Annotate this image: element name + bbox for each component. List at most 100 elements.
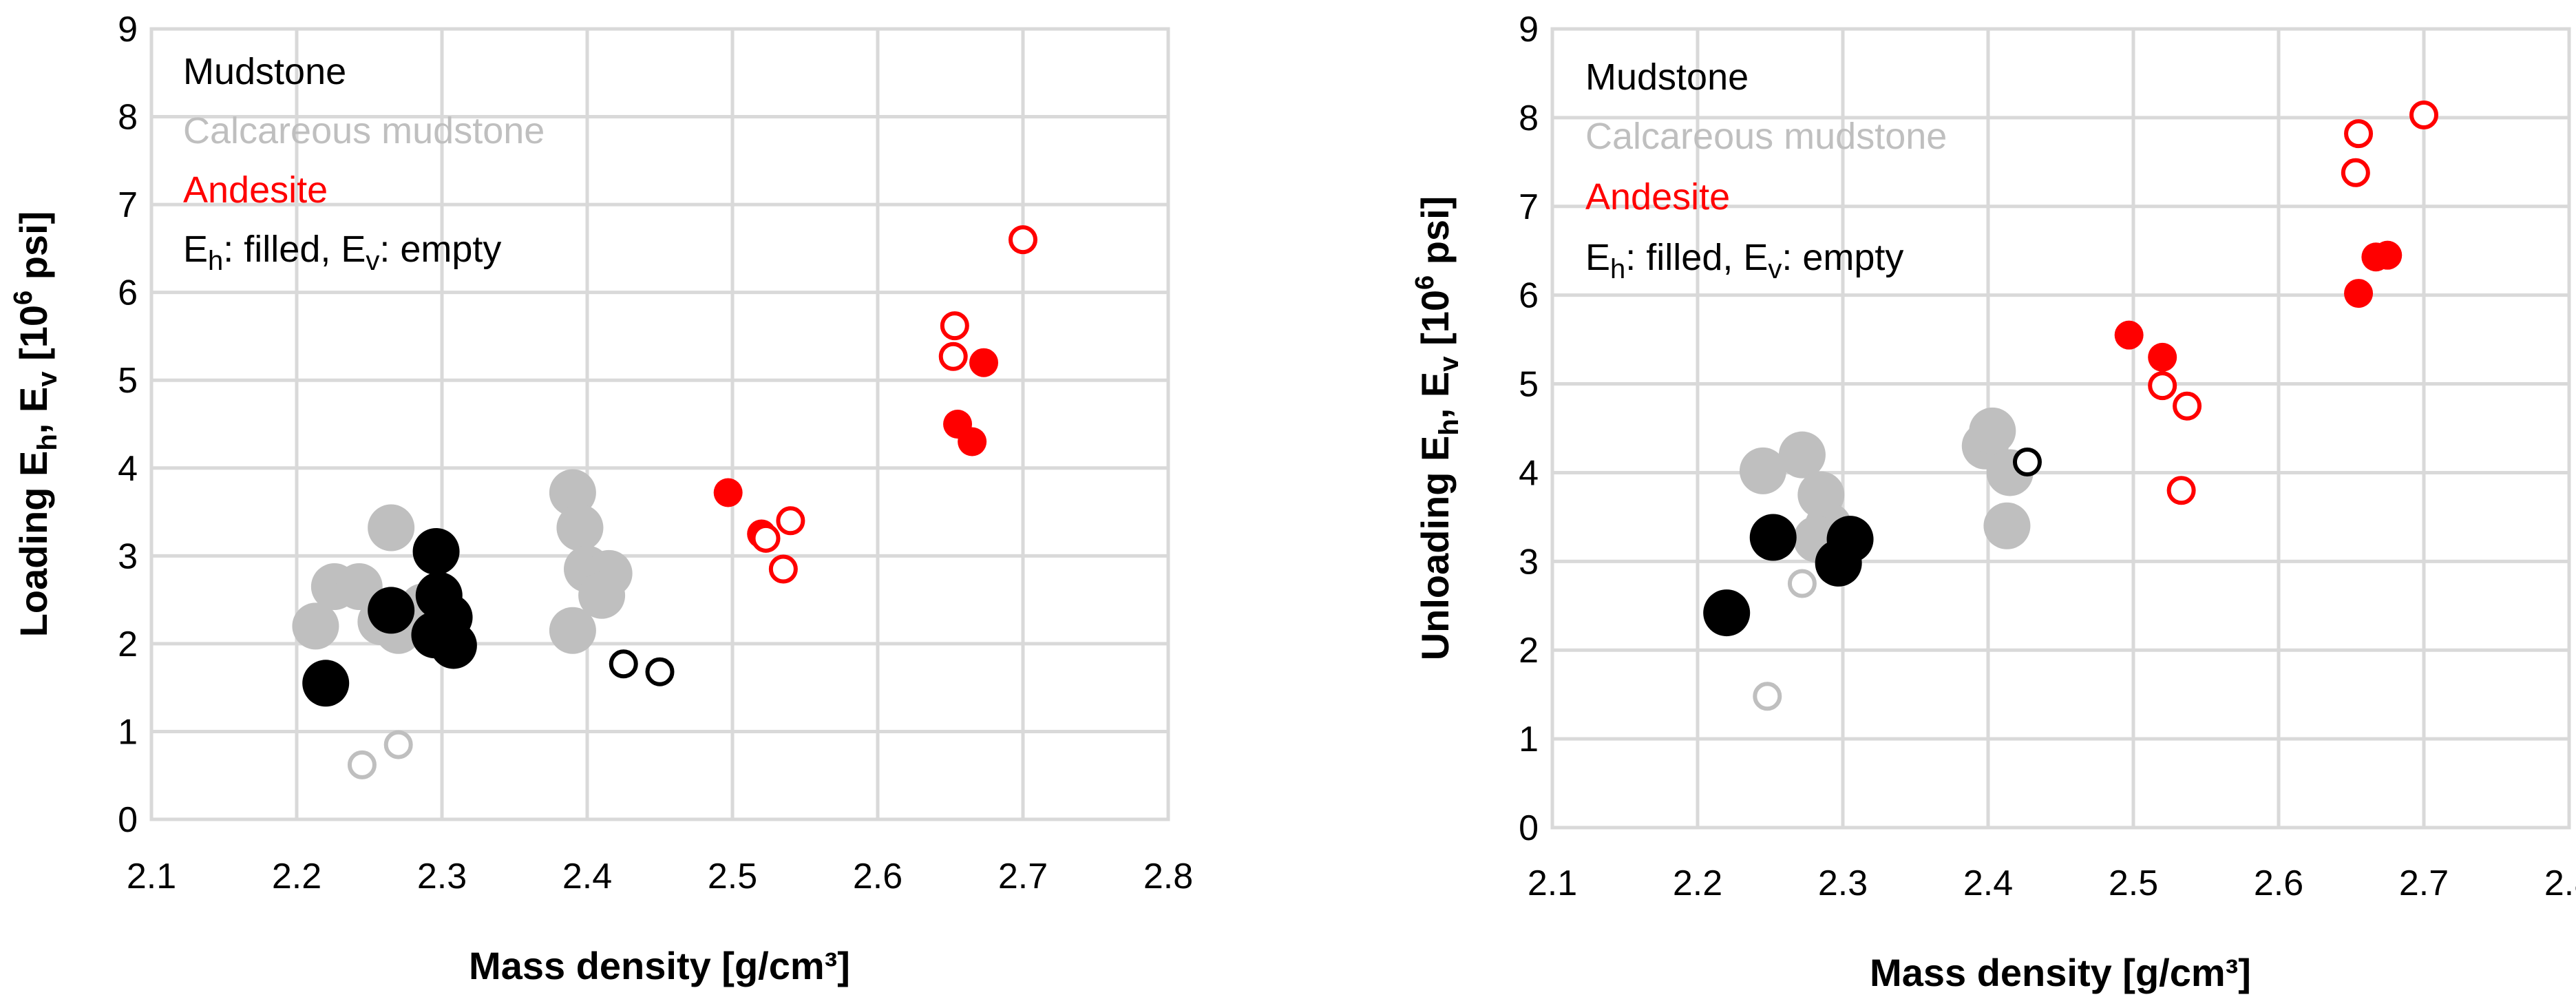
- right-data-points: [1703, 101, 2438, 711]
- left-data-points: [292, 225, 1037, 779]
- right-point-calcareous-mudstone-e-h: [1778, 431, 1826, 479]
- right-y-tick-label: 2: [1519, 631, 1539, 671]
- left-point-mudstone-e-v: [645, 657, 675, 686]
- right-y-tick-label: 6: [1519, 276, 1539, 316]
- right-point-mudstone-e-h: [1815, 539, 1862, 587]
- left-y-tick-label: 3: [118, 536, 138, 576]
- right-y-tick-label: 1: [1519, 720, 1539, 759]
- left-point-mudstone-e-h: [302, 660, 350, 707]
- left-y-tick-label: 5: [118, 361, 138, 401]
- left-point-mudstone-e-h: [412, 527, 460, 575]
- left-x-tick-label: 2.4: [562, 857, 612, 896]
- right-legend-calcareous-mudstone: Calcareous mudstone: [1585, 116, 1947, 157]
- left-point-calcareous-mudstone-e-h: [549, 469, 596, 516]
- left-legend: Mudstone Calcareous mudstone Andesite Eh…: [183, 51, 545, 276]
- right-point-calcareous-mudstone-e-h: [1739, 447, 1786, 494]
- right-x-ticks: 2.1 2.2 2.3 2.4 2.5 2.6 2.7 2.8: [1528, 863, 2576, 903]
- left-y-axis-label: Loading Eh, Ev [106 psi]: [9, 211, 63, 638]
- left-point-calcareous-mudstone-e-h: [549, 607, 596, 654]
- left-point-calcareous-mudstone-e-h: [578, 571, 626, 619]
- right-point-andesite-e-v: [2166, 476, 2196, 505]
- right-legend: Mudstone Calcareous mudstone Andesite Eh…: [1585, 56, 1947, 284]
- right-y-axis-label: Unloading Eh, Ev [106 psi]: [1411, 196, 1464, 661]
- left-x-tick-label: 2.7: [998, 857, 1048, 896]
- right-y-tick-label: 7: [1519, 187, 1539, 227]
- right-point-calcareous-mudstone-e-v: [1787, 569, 1817, 598]
- left-legend-mudstone: Mudstone: [183, 51, 346, 92]
- left-x-ticks: 2.1 2.2 2.3 2.4 2.5 2.6 2.7 2.8: [127, 857, 1193, 896]
- left-point-andesite-e-v: [768, 554, 798, 584]
- left-y-tick-label: 4: [118, 449, 138, 489]
- left-y-tick-label: 2: [118, 624, 138, 664]
- right-y-tick-label: 4: [1519, 453, 1539, 493]
- right-y-tick-label: 8: [1519, 98, 1539, 138]
- left-y-ticks: 0 1 2 3 4 5 6 7 8 9: [118, 10, 138, 840]
- left-y-tick-label: 0: [118, 800, 138, 840]
- right-point-mudstone-e-v: [2012, 447, 2042, 476]
- right-x-tick-label: 2.5: [2109, 863, 2158, 903]
- left-x-tick-label: 2.1: [127, 857, 176, 896]
- left-y-tick-label: 9: [118, 10, 138, 50]
- right-x-axis-label: Mass density [g/cm³]: [1870, 951, 2251, 994]
- right-legend-andesite: Andesite: [1585, 176, 1730, 218]
- right-x-tick-label: 2.2: [1673, 863, 1722, 903]
- left-gridlines: [149, 27, 1170, 821]
- left-y-tick-label: 6: [118, 273, 138, 313]
- right-x-tick-label: 2.6: [2254, 863, 2303, 903]
- left-legend-calcareous-mudstone: Calcareous mudstone: [183, 110, 545, 151]
- right-point-andesite-e-h: [2373, 240, 2403, 270]
- left-point-calcareous-mudstone-e-h: [556, 504, 604, 552]
- right-x-tick-label: 2.7: [2399, 863, 2449, 903]
- left-point-andesite-e-h: [969, 348, 999, 377]
- right-gridlines: [1550, 27, 2571, 830]
- right-y-tick-label: 9: [1519, 10, 1539, 50]
- left-point-andesite-e-h: [958, 427, 987, 456]
- right-point-andesite-e-v: [2409, 101, 2438, 130]
- left-legend-note: Eh: filled, Ev: empty: [183, 229, 501, 276]
- right-chart-panel: 0 1 2 3 4 5 6 7 8 9 2.1 2.2 2.3 2.4 2.5 2.6 2.7 2.8 Mass…: [1411, 10, 2576, 994]
- right-x-tick-label: 2.3: [1818, 863, 1868, 903]
- left-point-calcareous-mudstone-e-v: [347, 750, 377, 779]
- left-point-calcareous-mudstone-e-h: [292, 602, 339, 650]
- right-y-tick-label: 3: [1519, 542, 1539, 582]
- left-y-tick-label: 8: [118, 98, 138, 138]
- left-chart-panel: 0 1 2 3 4 5 6 7 8 9 2.1 2.2 2.3 2.4 2.5 2.6 2.7 2.8 Mass…: [9, 10, 1193, 987]
- left-x-tick-label: 2.3: [417, 857, 467, 896]
- left-point-calcareous-mudstone-e-h: [335, 563, 383, 610]
- right-point-andesite-e-v: [2344, 119, 2374, 149]
- left-point-mudstone-e-h: [430, 622, 477, 669]
- left-point-andesite-e-h: [713, 478, 743, 507]
- right-y-tick-label: 5: [1519, 365, 1539, 405]
- left-point-andesite-e-v: [751, 523, 781, 553]
- left-point-andesite-e-v: [776, 506, 805, 536]
- left-y-tick-label: 7: [118, 185, 138, 225]
- right-point-calcareous-mudstone-e-h: [1983, 502, 2031, 549]
- left-point-andesite-e-v: [938, 342, 968, 371]
- right-point-calcareous-mudstone-e-h: [1969, 407, 2016, 454]
- right-legend-mudstone: Mudstone: [1585, 56, 1749, 98]
- right-point-andesite-e-v: [2173, 391, 2202, 421]
- right-point-mudstone-e-h: [1749, 514, 1797, 561]
- right-point-andesite-e-v: [2148, 371, 2177, 401]
- right-point-calcareous-mudstone-e-v: [1753, 682, 1782, 711]
- right-x-tick-label: 2.8: [2544, 863, 2576, 903]
- right-point-mudstone-e-h: [1703, 589, 1751, 637]
- left-x-tick-label: 2.2: [272, 857, 321, 896]
- left-x-tick-label: 2.6: [853, 857, 902, 896]
- left-point-mudstone-e-h: [368, 587, 415, 634]
- right-y-tick-label: 0: [1519, 808, 1539, 848]
- left-y-tick-label: 1: [118, 712, 138, 752]
- left-point-calcareous-mudstone-e-h: [368, 504, 415, 552]
- right-legend-note: Eh: filled, Ev: empty: [1585, 237, 1903, 284]
- right-point-andesite-e-v: [2341, 158, 2370, 187]
- right-x-tick-label: 2.4: [1963, 863, 2013, 903]
- left-x-axis-label: Mass density [g/cm³]: [469, 944, 850, 987]
- left-x-tick-label: 2.5: [708, 857, 757, 896]
- left-point-andesite-e-v: [940, 311, 969, 341]
- right-y-ticks: 0 1 2 3 4 5 6 7 8 9: [1519, 10, 1539, 848]
- right-point-andesite-e-h: [2344, 279, 2374, 308]
- left-point-andesite-e-v: [1009, 225, 1037, 255]
- left-legend-andesite: Andesite: [183, 169, 328, 211]
- right-point-andesite-e-h: [2148, 342, 2177, 372]
